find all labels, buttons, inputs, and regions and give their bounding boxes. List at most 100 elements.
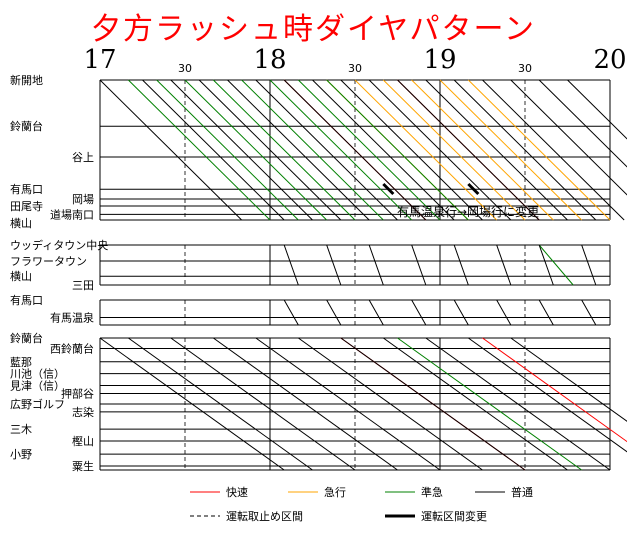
legend-label: 準急 [421, 485, 443, 499]
legend-item: 普通 [475, 485, 533, 499]
train-line [99, 337, 285, 471]
train-line [312, 299, 342, 326]
train-line [411, 79, 554, 221]
hour-label-18: 18 [253, 45, 286, 75]
train-line [397, 337, 582, 471]
hour-label-19: 19 [423, 45, 456, 75]
train-line [241, 79, 384, 221]
station-label: 横山 [10, 269, 32, 283]
legend-label: 運転取止め区間 [226, 510, 303, 523]
legend-item: 運転取止め区間 [190, 510, 303, 523]
train-line [198, 79, 342, 221]
station-label: 有馬口 [10, 182, 43, 196]
station-label: 岡場 [72, 193, 94, 206]
train-line [213, 337, 398, 471]
station-label: 有馬温泉 [50, 311, 94, 325]
train-line [425, 337, 611, 471]
train-line [525, 244, 554, 286]
train-line [510, 79, 627, 196]
legend-item: 準急 [385, 485, 443, 499]
station-label: 鈴蘭台 [10, 331, 43, 345]
train-line [270, 244, 299, 286]
train-line [382, 79, 526, 221]
hour-label-17: 17 [83, 45, 116, 75]
train-line [354, 79, 498, 221]
train-line [297, 79, 441, 221]
series-普通 [99, 79, 627, 221]
station-label: フラワータウン [10, 255, 87, 268]
legend-label: 普通 [511, 485, 533, 499]
train-line [397, 244, 427, 286]
train-line [425, 79, 568, 221]
train-line [567, 244, 597, 286]
station-label: 西鈴蘭台 [50, 342, 94, 356]
half-hour-label: 30 [178, 62, 192, 75]
station-label: 三田 [72, 279, 94, 292]
chart-title: 夕方ラッシュ時ダイヤパターン [91, 12, 536, 47]
train-line [269, 79, 413, 221]
train-line [482, 299, 512, 326]
legend-label: 運転区間変更 [421, 509, 487, 523]
train-line [482, 337, 627, 443]
train-line [397, 79, 540, 221]
train-line [156, 79, 299, 221]
train-line [355, 244, 384, 286]
train-line [383, 337, 568, 471]
legend-label: 急行 [324, 485, 346, 499]
train-line [482, 79, 625, 221]
train-line [283, 79, 427, 221]
train-line [567, 299, 597, 326]
station-label: 有馬口 [10, 293, 43, 307]
train-line [439, 79, 583, 221]
train-line [397, 299, 427, 326]
train-line [270, 299, 299, 326]
legend-item: 急行 [288, 485, 346, 499]
train-line [482, 244, 512, 286]
train-line [538, 79, 627, 168]
train-line [467, 79, 611, 221]
station-label: 横山 [10, 216, 32, 230]
route-change-annotation: 有馬温泉行→岡場行に変更 [397, 204, 539, 219]
station-label: 押部谷 [61, 386, 94, 400]
train-line [128, 337, 313, 471]
train-line [368, 79, 512, 221]
train-line [298, 337, 483, 471]
station-label: 粟生 [72, 459, 94, 473]
train-line [340, 337, 526, 471]
train-line [142, 79, 285, 221]
station-label: 道場南口 [50, 207, 94, 221]
train-line [170, 79, 313, 221]
station-label: 田尾寺 [10, 200, 43, 213]
legend-label: 快速 [226, 486, 248, 499]
train-line [312, 244, 342, 286]
train-line [255, 79, 398, 221]
station-label: 新開地 [10, 73, 43, 87]
train-line [567, 79, 627, 140]
station-label: 小野 [10, 448, 32, 461]
train-line [170, 337, 356, 471]
station-label: 藍那 [10, 356, 32, 369]
series-準急 [538, 244, 574, 286]
route-change-mark [382, 182, 395, 196]
train-line [453, 79, 597, 221]
station-label: 鈴蘭台 [10, 119, 43, 133]
half-hour-label: 30 [348, 62, 362, 75]
train-line [326, 79, 469, 221]
train-line [312, 79, 455, 221]
station-label: 谷上 [72, 151, 94, 164]
train-line [227, 79, 370, 221]
train-line [525, 299, 554, 326]
route-change-mark [467, 182, 480, 196]
station-label: 樫山 [72, 434, 94, 448]
station-label: 川池（信） [10, 368, 65, 381]
train-line [440, 299, 469, 326]
half-hour-label: 30 [518, 62, 532, 75]
train-line [510, 337, 627, 422]
legend-item: 快速 [190, 486, 248, 499]
section3-shuttle-pattern [270, 299, 597, 326]
train-line [538, 244, 574, 286]
